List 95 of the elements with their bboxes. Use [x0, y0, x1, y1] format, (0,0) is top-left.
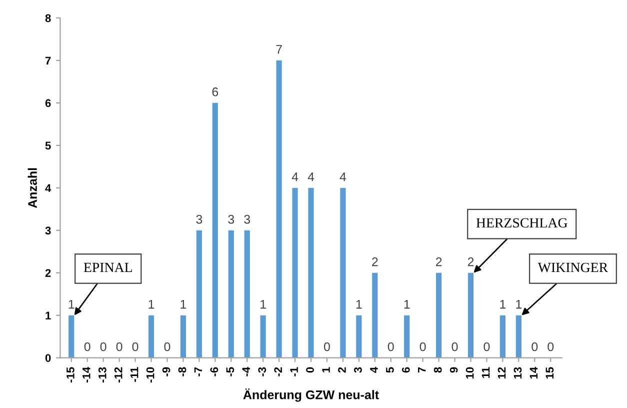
- x-tick-label: -15: [66, 367, 74, 382]
- data-label: 0: [84, 342, 90, 352]
- data-label: 7: [276, 45, 282, 54]
- bar: [228, 230, 234, 358]
- data-label: 0: [100, 342, 106, 352]
- data-label: 3: [244, 214, 250, 224]
- bar: [276, 60, 282, 358]
- x-tick-label: -9: [162, 367, 170, 376]
- data-label: 6: [212, 87, 218, 96]
- annotation: HERZSCHLAG: [476, 218, 568, 228]
- data-label: 4: [308, 172, 314, 182]
- x-tick-label: -12: [114, 367, 122, 382]
- x-tick-label: 2: [338, 367, 346, 373]
- bar: [516, 315, 522, 358]
- x-tick-label: 0: [306, 367, 314, 373]
- bar: [500, 315, 506, 358]
- y-tick-label: 6: [45, 99, 51, 108]
- x-tick-label: -2: [274, 367, 282, 376]
- x-tick-label: 6: [402, 367, 410, 373]
- x-tick-label: 11: [482, 367, 490, 378]
- data-label: 2: [372, 257, 378, 266]
- data-label: 3: [228, 214, 234, 224]
- x-axis-title: Änderung GZW neu-alt: [243, 388, 379, 402]
- data-label: 1: [180, 300, 186, 309]
- x-tick-label: 12: [498, 367, 506, 378]
- x-tick-label: -13: [98, 367, 106, 382]
- annotation: WIKINGER: [538, 262, 608, 272]
- y-tick-label: 3: [45, 226, 51, 235]
- bar: [308, 188, 314, 358]
- data-label: 2: [468, 257, 474, 266]
- data-label: 3: [196, 214, 202, 224]
- data-label: 0: [484, 342, 490, 352]
- bar: [372, 272, 378, 358]
- data-label: 1: [404, 300, 410, 309]
- annotation: EPINAL: [84, 262, 132, 272]
- x-tick-label: -7: [194, 367, 202, 376]
- data-label: 0: [164, 342, 170, 352]
- data-label: 0: [324, 342, 330, 352]
- x-tick-label: 7: [418, 367, 426, 373]
- x-tick-label: 4: [370, 366, 378, 373]
- bar: [212, 102, 218, 358]
- bar: [148, 315, 154, 358]
- x-tick-label: -6: [210, 367, 218, 376]
- bar: [180, 315, 186, 358]
- data-label: 0: [132, 342, 138, 352]
- bar: [68, 315, 74, 358]
- bar: [356, 315, 362, 358]
- y-tick-label: 8: [45, 14, 51, 22]
- data-label: 4: [292, 172, 298, 182]
- data-label: 1: [500, 300, 506, 309]
- data-label: 4: [340, 172, 346, 182]
- y-tick-label: 7: [45, 56, 51, 64]
- x-tick-label: 5: [386, 367, 394, 373]
- y-tick-label: 0: [45, 354, 51, 362]
- bar: [244, 230, 250, 358]
- data-label: 0: [420, 342, 426, 352]
- x-tick-label: 9: [450, 367, 458, 373]
- x-tick-label: -10: [146, 367, 154, 382]
- y-tick-label: 4: [45, 184, 52, 192]
- y-axis-title: Anzahl: [28, 168, 37, 208]
- bar: [404, 315, 410, 358]
- data-label: 1: [68, 300, 74, 309]
- x-tick-label: -4: [242, 366, 250, 376]
- data-label: 1: [148, 300, 154, 309]
- y-tick-label: 1: [46, 312, 51, 320]
- data-label: 0: [452, 342, 458, 352]
- x-tick-label: 1: [322, 367, 330, 372]
- data-label: 0: [548, 342, 554, 352]
- y-tick-label: 5: [45, 142, 51, 150]
- x-tick-label: 10: [466, 367, 474, 378]
- data-label: 0: [388, 342, 394, 352]
- x-tick-label: 15: [546, 367, 554, 378]
- bar: [196, 230, 202, 358]
- data-label: 1: [516, 300, 522, 309]
- bar: [436, 272, 442, 358]
- data-label: 1: [260, 300, 266, 309]
- x-tick-label: -11: [130, 367, 138, 382]
- bar: [340, 188, 346, 358]
- x-tick-label: -1: [290, 367, 298, 376]
- x-tick-label: 13: [514, 367, 522, 378]
- bar: [260, 315, 266, 358]
- data-label: 1: [356, 300, 362, 309]
- x-tick-label: -3: [258, 367, 266, 376]
- x-tick-label: 14: [530, 366, 538, 378]
- data-label: 2: [436, 257, 442, 266]
- x-tick-label: 8: [434, 367, 442, 373]
- x-tick-label: -8: [178, 367, 186, 376]
- y-tick-label: 2: [45, 269, 51, 277]
- data-label: 0: [532, 342, 538, 352]
- x-tick-label: -5: [226, 367, 234, 376]
- bar: [292, 188, 298, 358]
- x-tick-label: -14: [82, 366, 90, 382]
- bar: [468, 272, 474, 358]
- x-tick-label: 3: [354, 367, 362, 373]
- data-label: 0: [116, 342, 122, 352]
